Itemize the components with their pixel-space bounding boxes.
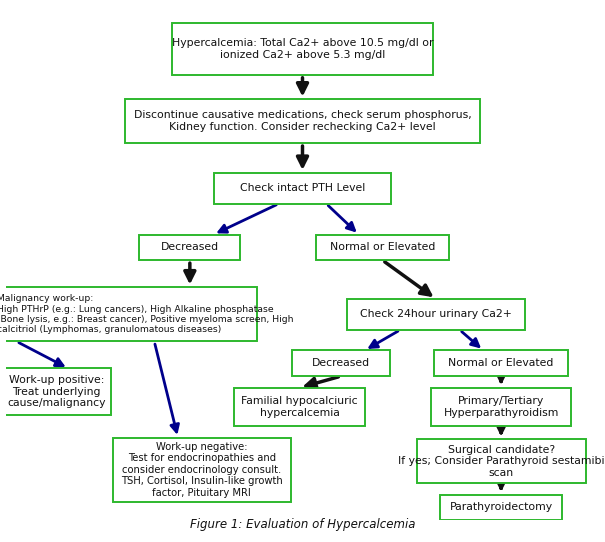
Text: Normal or Elevated: Normal or Elevated <box>330 242 435 253</box>
Text: Surgical candidate?
If yes; Consider Parathyroid sestamibi
scan: Surgical candidate? If yes; Consider Par… <box>398 444 604 478</box>
FancyBboxPatch shape <box>440 494 562 520</box>
Text: Primary/Tertiary
Hyperparathyroidism: Primary/Tertiary Hyperparathyroidism <box>443 396 559 418</box>
FancyBboxPatch shape <box>234 388 365 427</box>
Text: Work-up positive:
Treat underlying
cause/malignancy: Work-up positive: Treat underlying cause… <box>7 375 106 408</box>
FancyBboxPatch shape <box>417 439 586 483</box>
FancyBboxPatch shape <box>2 369 111 415</box>
FancyBboxPatch shape <box>347 299 525 330</box>
FancyBboxPatch shape <box>292 351 390 376</box>
Text: Hypercalcemia: Total Ca2+ above 10.5 mg/dl or
ionized Ca2+ above 5.3 mg/dl: Hypercalcemia: Total Ca2+ above 10.5 mg/… <box>172 38 433 60</box>
Text: Discontinue causative medications, check serum phosphorus,
Kidney function. Cons: Discontinue causative medications, check… <box>134 111 471 132</box>
Text: Decreased: Decreased <box>161 242 219 253</box>
FancyBboxPatch shape <box>214 173 391 204</box>
Text: Check intact PTH Level: Check intact PTH Level <box>240 183 365 193</box>
FancyBboxPatch shape <box>139 235 240 260</box>
Text: Check 24hour urinary Ca2+: Check 24hour urinary Ca2+ <box>360 309 512 319</box>
Text: Familial hypocalciuric
hypercalcemia: Familial hypocalciuric hypercalcemia <box>241 396 358 418</box>
Text: Work-up negative:
Test for endocrinopathies and
consider endocrinology consult.
: Work-up negative: Test for endocrinopath… <box>121 442 283 498</box>
Text: Decreased: Decreased <box>312 358 370 368</box>
Text: Normal or Elevated: Normal or Elevated <box>448 358 554 368</box>
Text: Parathyroidectomy: Parathyroidectomy <box>450 502 553 512</box>
FancyBboxPatch shape <box>0 287 257 341</box>
FancyBboxPatch shape <box>316 235 450 260</box>
FancyBboxPatch shape <box>434 351 568 376</box>
FancyBboxPatch shape <box>125 99 480 143</box>
FancyBboxPatch shape <box>113 438 290 502</box>
Text: Malignancy work-up:
High PTHrP (e.g.: Lung cancers), High Alkaline phosphatase
(: Malignancy work-up: High PTHrP (e.g.: Lu… <box>0 294 294 334</box>
FancyBboxPatch shape <box>431 388 571 427</box>
Text: Figure 1: Evaluation of Hypercalcemia: Figure 1: Evaluation of Hypercalcemia <box>190 518 415 531</box>
FancyBboxPatch shape <box>172 23 433 75</box>
